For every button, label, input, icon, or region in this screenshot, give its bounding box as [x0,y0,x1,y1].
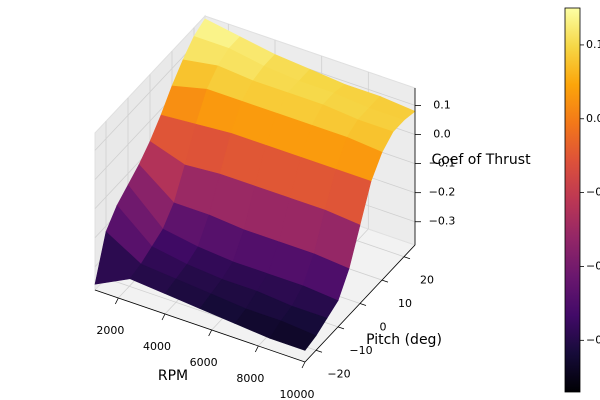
y-tick-mark [359,303,367,306]
y-tick-label: 20 [420,274,434,287]
colorbar-tick-label: −0.2 [586,259,600,272]
y-axis-line [304,244,416,363]
x-tick-mark [254,345,259,353]
z-axis-label: Coef of Thrust [431,152,531,168]
surface-patch [269,320,317,351]
x-tick-mark [114,297,119,305]
y-tick-label: 0 [380,321,387,334]
y-axis-label: Pitch (deg) [366,332,442,348]
x-tick-label: 2000 [96,324,124,337]
x-tick-mark [161,313,166,321]
z-tick-label: −0.1 [429,157,456,170]
x-axis-line [94,289,306,363]
x-tick-label: 10000 [280,388,315,400]
x-tick-mark [208,329,213,337]
y-tick-label: −20 [327,367,350,380]
x-tick-mark [301,361,306,369]
z-tick-label: −0.2 [429,186,456,199]
z-tick-label: 0.1 [433,98,451,111]
colorbar-tick-label: 0.1 [586,38,600,51]
colorbar-tick-label: −0.3 [586,333,600,346]
y-tick-mark [315,349,323,353]
z-tick-label: 0.0 [433,128,451,141]
x-tick-label: 6000 [190,356,218,369]
y-tick-mark [403,256,411,260]
colorbar-tick-label: −0.1 [586,186,600,199]
x-axis-label: RPM [158,368,188,384]
y-tick-label: −10 [349,344,372,357]
y-tick-label: 10 [398,297,412,310]
colorbar [564,7,581,393]
z-tick-label: −0.3 [429,215,456,228]
colorbar-tick-label: 0.0 [586,112,600,125]
x-tick-label: 4000 [143,340,171,353]
y-tick-mark [381,279,389,283]
y-tick-mark [337,326,345,330]
x-tick-label: 8000 [236,372,264,385]
